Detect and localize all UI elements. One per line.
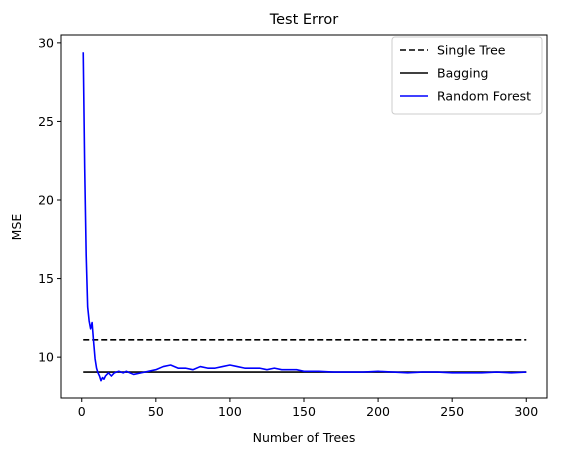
x-tick-label: 300 [514, 404, 538, 419]
x-tick-label: 200 [366, 404, 390, 419]
y-tick-label: 20 [38, 193, 54, 208]
y-tick-label: 10 [38, 350, 54, 365]
legend-label-bagging: Bagging [437, 66, 488, 81]
series-line-random-forest [82, 52, 527, 382]
legend-label-random-forest: Random Forest [437, 89, 531, 104]
x-tick-label: 100 [218, 404, 242, 419]
x-tick-label: 250 [440, 404, 464, 419]
legend-label-single-tree: Single Tree [437, 43, 506, 58]
plot-area: 0 50 100 150 200 250 300 10 15 20 25 30 [38, 34, 548, 419]
x-tick-label: 0 [78, 404, 86, 419]
y-tick-label: 15 [38, 271, 54, 286]
legend-box [391, 36, 543, 115]
x-tick-label: 50 [148, 404, 164, 419]
legend: Single Tree Bagging Random Forest [391, 36, 543, 115]
y-tick-label: 25 [38, 114, 54, 129]
x-axis-label: Number of Trees [253, 430, 356, 445]
x-tick-label: 150 [292, 404, 316, 419]
y-axis-label: MSE [9, 214, 24, 241]
y-tick-label: 30 [38, 35, 54, 50]
chart-title: Test Error [269, 12, 339, 28]
